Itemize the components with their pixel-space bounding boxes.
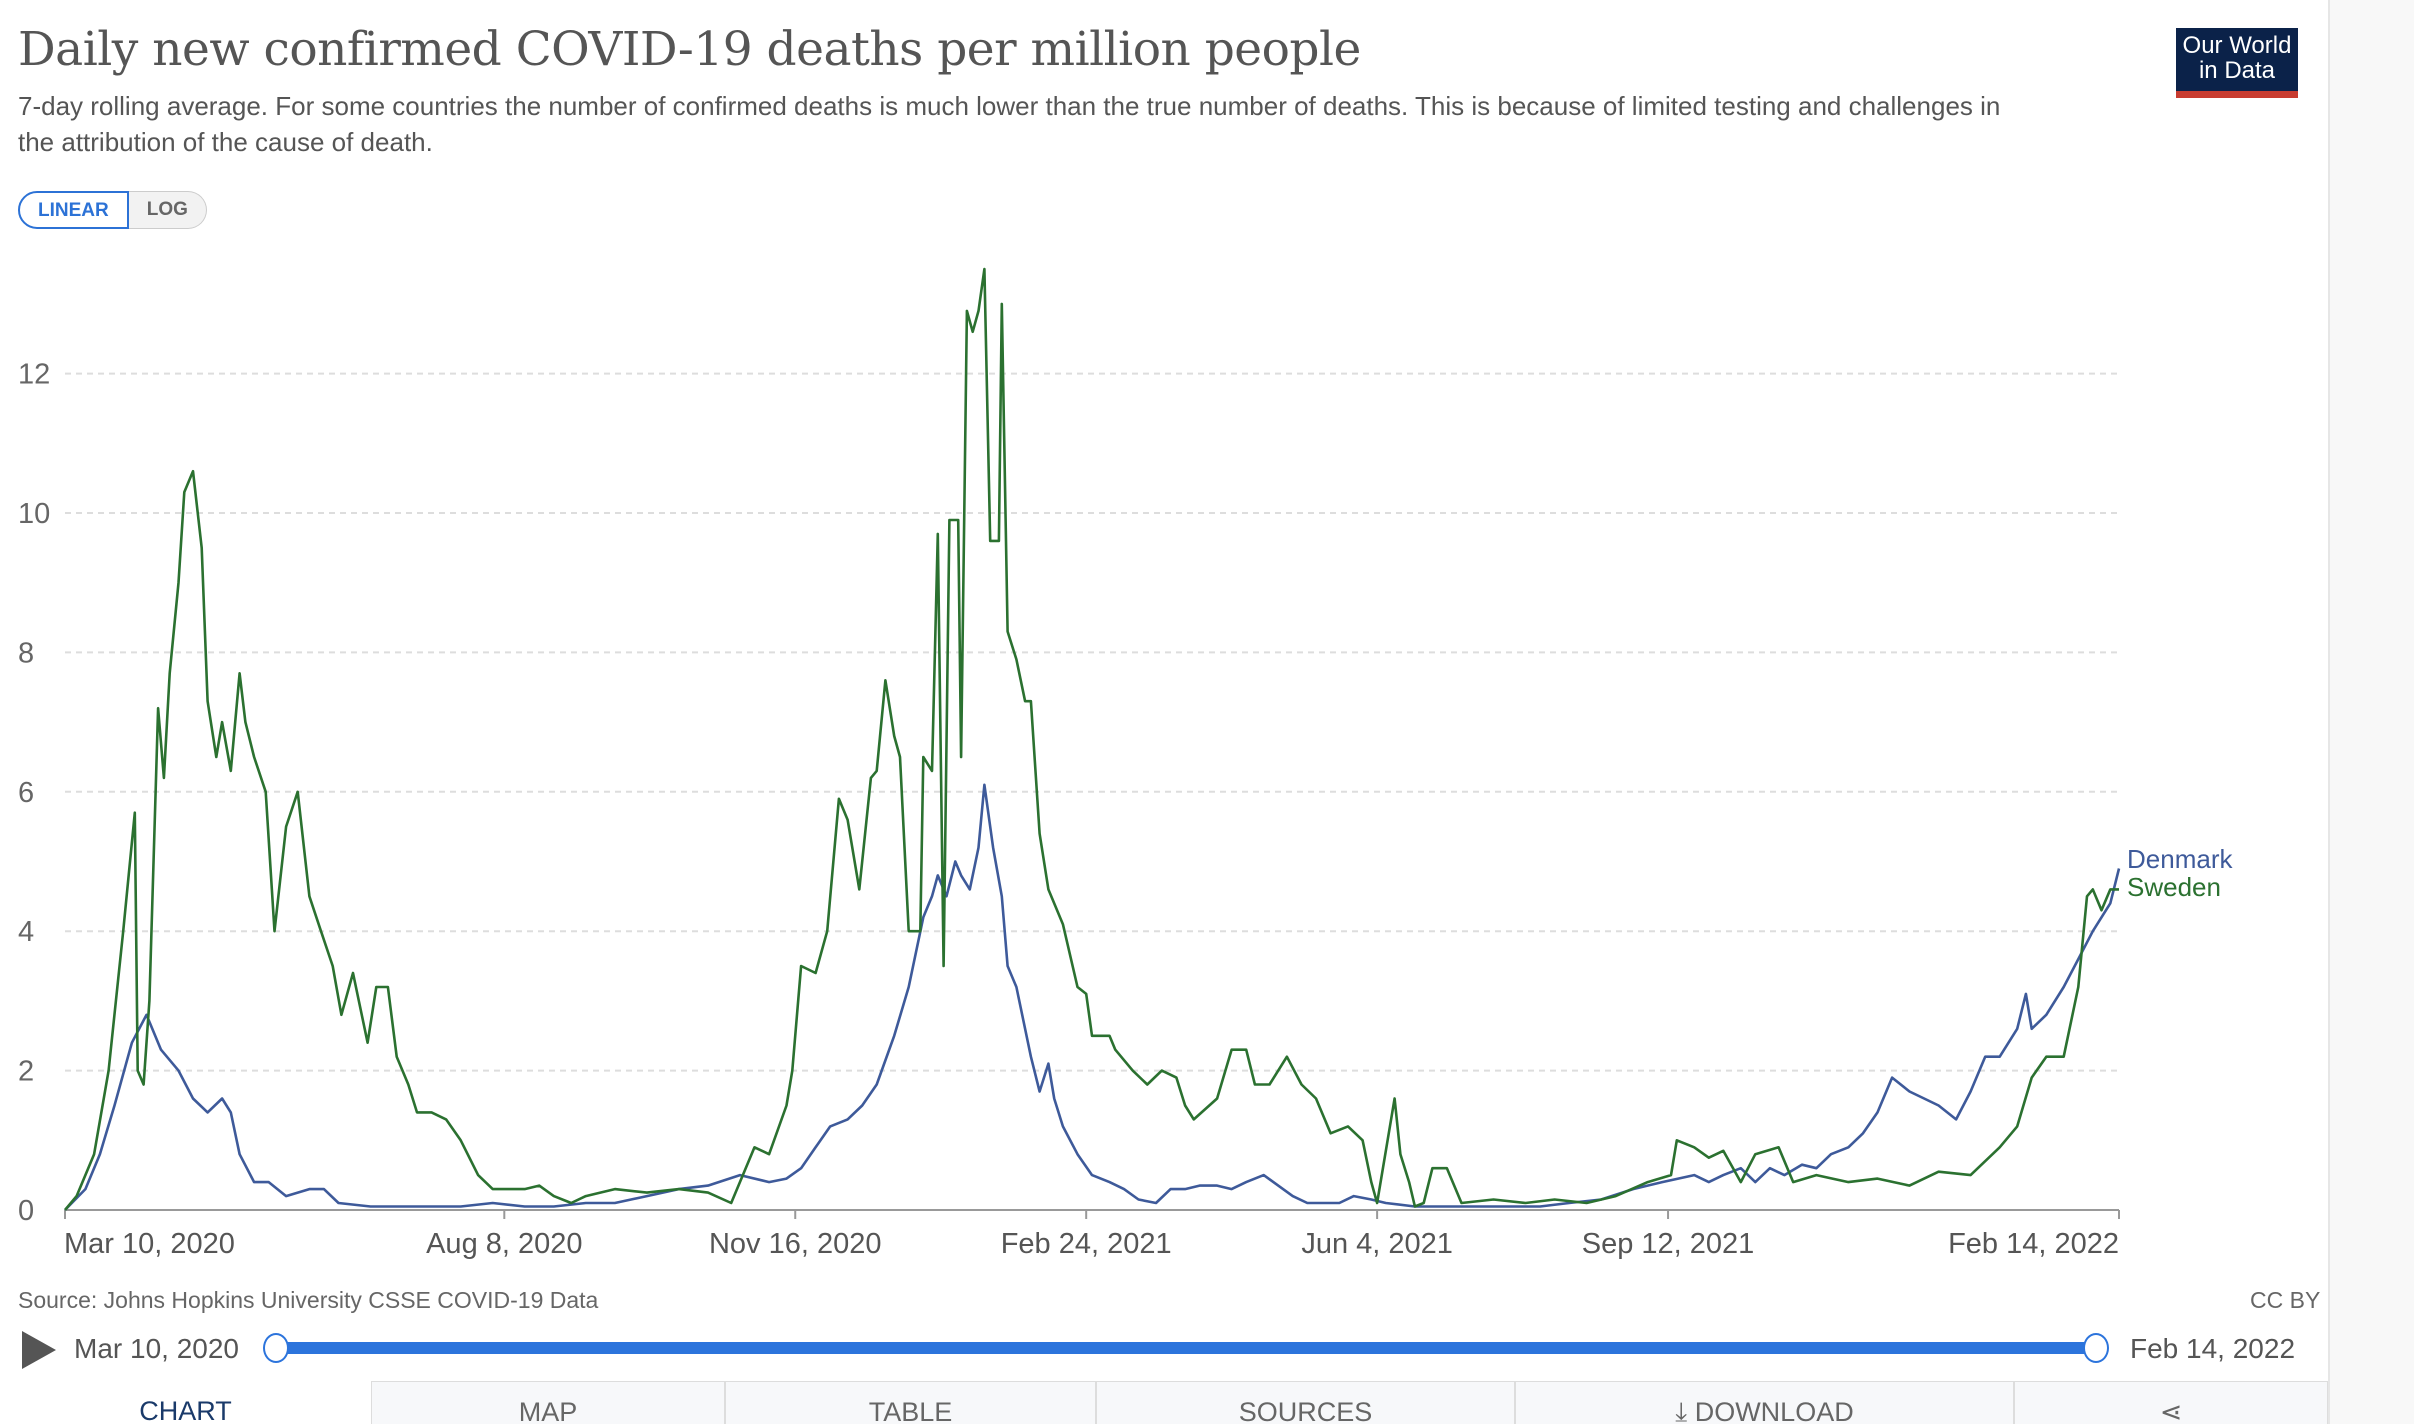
chart-title: Daily new confirmed COVID-19 deaths per …	[18, 22, 1361, 77]
tab-bar: CHART MAP TABLE SOURCES ⤓ DOWNLOAD ⋖	[0, 1381, 2328, 1424]
source-note[interactable]: Source: Johns Hopkins University CSSE CO…	[18, 1287, 599, 1313]
x-tick-label: Feb 14, 2022	[1948, 1228, 2119, 1260]
legend-label-sweden: Sweden	[2127, 872, 2221, 902]
right-side-panel	[2328, 0, 2414, 1424]
series-line-sweden	[64, 267, 2119, 1211]
chart-subtitle: 7-day rolling average. For some countrie…	[18, 91, 2001, 157]
download-icon: ⤓	[1675, 1397, 1695, 1424]
tab-sources[interactable]: SOURCES	[1096, 1381, 1515, 1424]
share-icon: ⋖	[2159, 1397, 2183, 1424]
tab-table[interactable]: TABLE	[725, 1381, 1096, 1424]
y-tick-label: 4	[18, 916, 34, 948]
legend-label-denmark: Denmark	[2127, 844, 2233, 874]
owid-logo[interactable]: Our World in Data	[2176, 28, 2298, 98]
license-link[interactable]: CC BY	[2250, 1287, 2321, 1313]
x-tick-label: Jun 4, 2021	[1301, 1228, 1453, 1260]
timeline-start-label: Mar 10, 2020	[74, 1333, 239, 1364]
x-tick-label: Sep 12, 2021	[1582, 1228, 1755, 1260]
play-icon[interactable]	[22, 1331, 56, 1369]
timeline-end-label: Feb 14, 2022	[2130, 1333, 2296, 1364]
tab-download-label: DOWNLOAD	[1694, 1397, 1854, 1424]
timeline-slider-track[interactable]	[276, 1342, 2096, 1354]
tab-chart[interactable]: CHART	[0, 1381, 371, 1424]
y-tick-label: 2	[18, 1056, 34, 1088]
series-line-denmark	[64, 783, 2121, 1211]
x-tick-label: Aug 8, 2020	[426, 1228, 582, 1260]
y-tick-label: 6	[18, 777, 34, 809]
x-tick-label: Feb 24, 2021	[1001, 1228, 1172, 1260]
linear-scale-button[interactable]: LINEAR	[18, 191, 129, 229]
line-chart: 0 2 4 6 8 10 12 Mar 10, 2020 Aug 8, 2020 Nov 16, …	[18, 267, 2233, 1260]
logo-line-2: in Data	[2198, 57, 2276, 84]
x-tick-label: Nov 16, 2020	[709, 1228, 882, 1260]
tab-share[interactable]: ⋖	[2014, 1381, 2328, 1424]
y-tick-label: 10	[18, 498, 50, 530]
timeline-start-handle[interactable]	[263, 1333, 289, 1363]
y-tick-label: 8	[18, 637, 34, 669]
log-scale-button[interactable]: LOG	[128, 191, 207, 229]
tab-map[interactable]: MAP	[371, 1381, 725, 1424]
timeline-end-handle[interactable]	[2083, 1333, 2109, 1363]
logo-line-1: Our World	[2182, 32, 2292, 59]
y-tick-label: 12	[18, 359, 50, 391]
tab-download[interactable]: ⤓ DOWNLOAD	[1515, 1381, 2014, 1424]
y-tick-label: 0	[18, 1195, 34, 1227]
scale-toggle: LINEAR LOG	[18, 191, 207, 229]
x-tick-label: Mar 10, 2020	[64, 1228, 235, 1260]
